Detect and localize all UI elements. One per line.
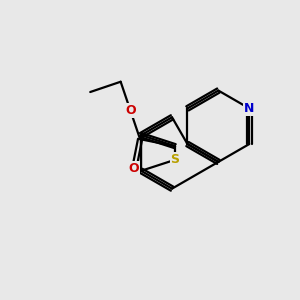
Text: O: O [129, 162, 140, 176]
Text: S: S [171, 153, 180, 166]
Text: N: N [244, 102, 254, 115]
Text: O: O [125, 104, 136, 117]
